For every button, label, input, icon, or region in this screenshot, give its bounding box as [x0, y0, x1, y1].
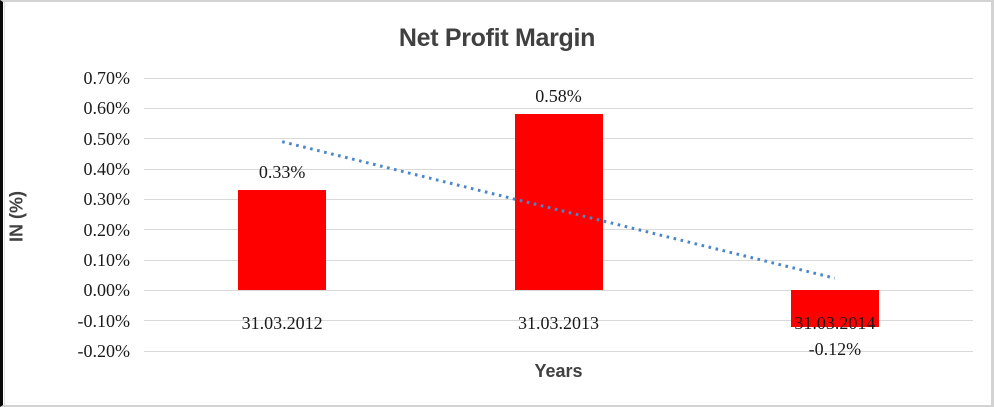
y-tick-label: 0.00%	[83, 280, 131, 301]
y-tick-label: -0.10%	[77, 310, 131, 331]
y-tick-label: 0.10%	[83, 250, 131, 270]
y-tick-label: 0.30%	[83, 189, 131, 210]
y-tick-label: 0.50%	[83, 128, 131, 149]
y-gridline	[144, 350, 973, 352]
y-tick-label: 0.20%	[83, 219, 131, 240]
category-label: 31.03.2014	[794, 313, 876, 333]
y-tick-label: 0.60%	[83, 98, 131, 119]
bar-31.03.2012	[238, 190, 327, 291]
data-label: -0.12%	[808, 338, 862, 359]
y-gridline	[144, 289, 973, 291]
x-axis-title: Years	[534, 361, 583, 381]
y-tick-label: 0.70%	[83, 68, 131, 88]
category-label: 31.03.2013	[518, 313, 599, 333]
bar-31.03.2014	[790, 290, 879, 327]
category-label: 31.03.2012	[241, 313, 323, 333]
data-label: 0.33%	[258, 162, 306, 183]
y-tick-label: 0.40%	[83, 159, 131, 179]
y-gridline	[144, 320, 973, 322]
trendline	[281, 140, 836, 280]
chart-title: Net Profit Margin	[398, 24, 596, 52]
y-gridline	[144, 77, 973, 79]
frame-inner-border	[4, 2, 5, 405]
data-label: 0.58%	[535, 86, 582, 107]
y-gridline	[144, 107, 973, 109]
y-tick-label: -0.20%	[77, 341, 131, 361]
